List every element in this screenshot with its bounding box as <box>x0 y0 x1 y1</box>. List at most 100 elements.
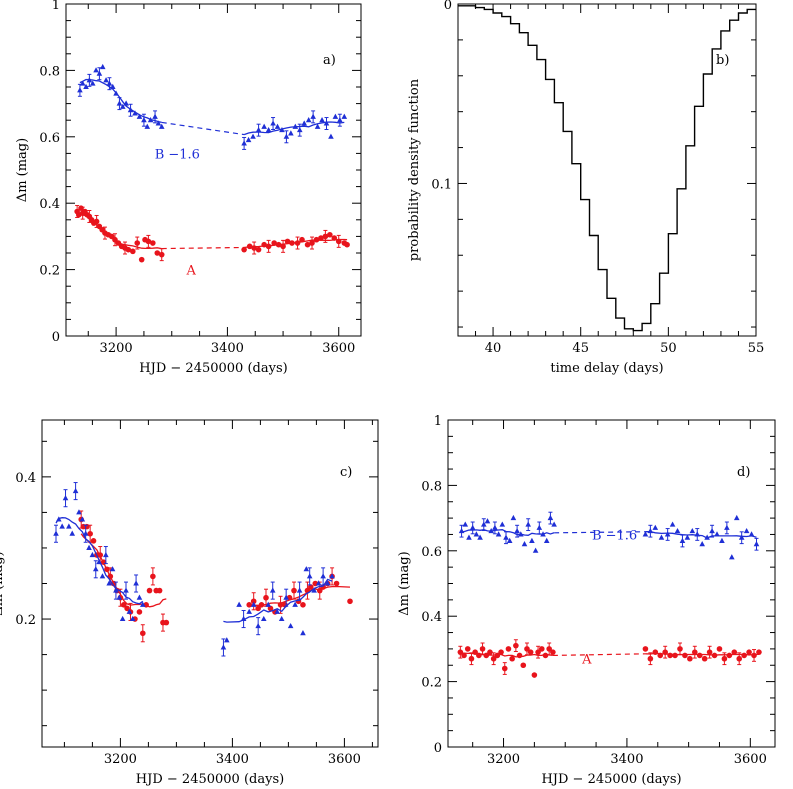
y-tick-label: 0.6 <box>39 131 60 146</box>
data-point-B <box>141 117 147 123</box>
data-point-B <box>536 524 543 530</box>
y-tick-label: 0.8 <box>421 479 442 494</box>
x-tick-label: 3600 <box>322 341 355 356</box>
data-point-A <box>335 238 342 245</box>
data-point-A <box>501 665 508 672</box>
data-point-A <box>476 652 482 659</box>
x-axis-label: HJD − 2450000 (days) <box>136 772 284 787</box>
series-A <box>74 205 350 263</box>
data-point-A <box>327 231 333 238</box>
series-B <box>53 482 335 657</box>
data-point-B <box>255 126 262 133</box>
data-point-A <box>464 646 471 652</box>
series-A <box>78 510 353 643</box>
data-point-A <box>468 655 475 662</box>
data-point-B <box>704 534 710 540</box>
gap-dashed-line <box>161 246 245 250</box>
data-point-B <box>329 573 335 579</box>
data-point-A <box>726 652 733 659</box>
data-point-B <box>103 551 109 558</box>
data-point-B <box>136 113 143 119</box>
trend-line <box>645 530 757 539</box>
data-point-A <box>246 243 253 250</box>
data-point-B <box>484 518 491 524</box>
data-point-B <box>240 615 247 622</box>
data-point-A <box>494 652 501 659</box>
data-point-B <box>503 534 509 540</box>
data-point-B <box>53 530 59 536</box>
data-point-B <box>709 527 715 534</box>
data-point-A <box>250 598 257 605</box>
data-point-A <box>318 235 324 241</box>
data-point-B <box>109 566 116 572</box>
data-point-B <box>96 558 102 565</box>
data-point-A <box>711 652 718 659</box>
data-point-B <box>743 527 750 534</box>
data-point-A <box>246 602 252 608</box>
gap-dashed-line <box>554 531 646 534</box>
data-point-A <box>461 652 467 659</box>
data-point-A <box>140 630 146 637</box>
data-point-B <box>462 521 469 527</box>
data-point-B <box>250 601 257 607</box>
data-point-A <box>158 251 165 258</box>
y-axis-label: probability density function <box>407 78 422 261</box>
data-point-B <box>518 531 524 537</box>
data-point-B <box>62 494 69 501</box>
data-point-B <box>127 107 134 113</box>
data-point-B <box>86 544 92 550</box>
data-point-A <box>652 649 659 655</box>
data-point-A <box>731 649 738 655</box>
data-point-A <box>331 235 338 241</box>
data-point-B <box>283 594 289 600</box>
data-point-A <box>87 530 93 537</box>
data-point-A <box>289 240 295 246</box>
data-point-B <box>99 573 106 579</box>
data-point-A <box>682 652 688 659</box>
data-point-B <box>314 123 321 129</box>
data-point-B <box>158 123 165 129</box>
data-point-B <box>458 527 465 534</box>
series-annotation: B −1.6 <box>155 147 200 162</box>
data-point-B <box>274 608 280 614</box>
data-point-A <box>751 652 757 659</box>
data-point-A <box>538 646 545 652</box>
data-point-B <box>679 537 686 543</box>
data-point-B <box>56 516 62 522</box>
y-tick-label: 0.4 <box>421 610 442 625</box>
data-point-B <box>300 630 306 636</box>
x-axis-label: HJD − 245000 (days) <box>541 772 681 787</box>
data-point-A <box>304 241 311 248</box>
data-point-A <box>550 649 556 655</box>
x-tick-label: 3400 <box>216 752 249 767</box>
data-point-B <box>261 123 267 129</box>
data-point-B <box>76 509 82 515</box>
panel-c: 3200 3400 3600 0.2 0.4 HJD − 2450000 (days) Δm… <box>0 419 379 787</box>
data-point-B <box>89 80 96 86</box>
data-point-B <box>59 523 65 529</box>
data-point-B <box>113 90 119 96</box>
data-point-A <box>487 649 493 655</box>
data-point-A <box>520 662 527 669</box>
data-point-B <box>279 126 285 133</box>
data-point-B <box>301 120 308 126</box>
data-point-B <box>488 527 494 534</box>
data-point-A <box>677 646 683 652</box>
data-point-A <box>308 584 314 590</box>
data-point-A <box>309 240 315 246</box>
data-point-B <box>499 521 506 527</box>
data-point-A <box>524 646 530 652</box>
data-point-A <box>527 649 534 655</box>
data-point-A <box>294 240 301 246</box>
data-point-A <box>255 246 262 253</box>
x-tick-label: 3600 <box>734 752 767 767</box>
data-point-B <box>341 113 348 119</box>
data-point-B <box>714 531 720 537</box>
data-point-A <box>531 672 538 678</box>
data-point-A <box>535 649 541 655</box>
data-point-B <box>669 521 676 527</box>
data-point-A <box>251 245 257 251</box>
data-point-A <box>136 609 143 615</box>
data-point-B <box>265 126 272 133</box>
data-point-A <box>150 240 156 246</box>
